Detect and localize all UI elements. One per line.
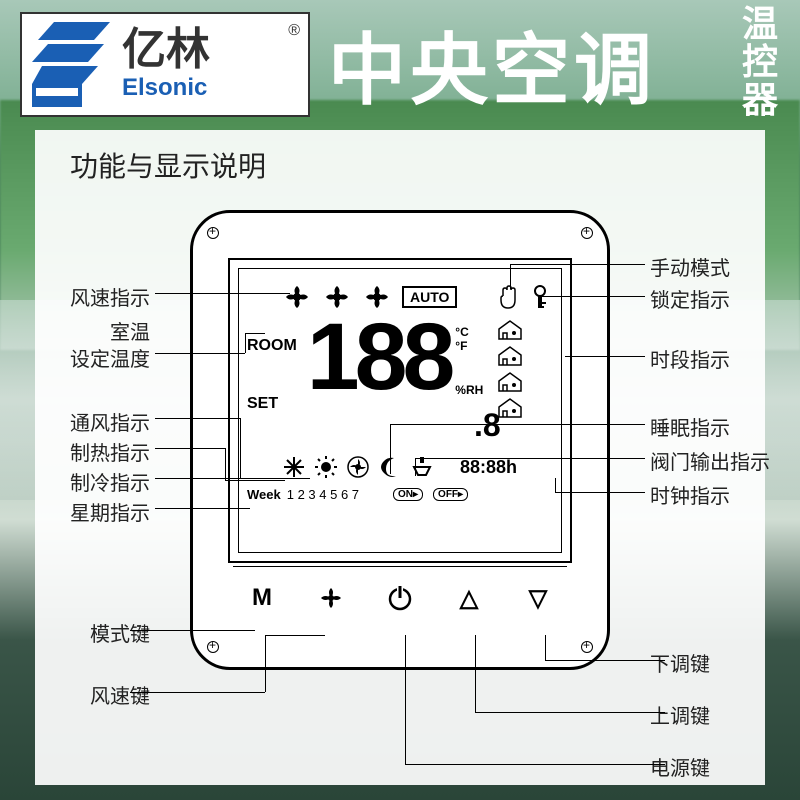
callout-label-right: 时钟指示 <box>650 480 730 509</box>
decimal-digit: .8 <box>474 407 501 444</box>
set-label: SET <box>247 395 297 413</box>
callout-label-left: 星期指示 <box>70 497 150 526</box>
up-button[interactable]: △ <box>450 579 488 617</box>
callout-label-right: 电源键 <box>650 752 710 781</box>
callout-line <box>155 478 275 479</box>
fan-button[interactable] <box>312 579 350 617</box>
sun-icon <box>314 455 338 479</box>
power-icon <box>386 584 414 612</box>
logo-icon <box>32 22 112 107</box>
off-indicator: OFF▸ <box>433 488 468 501</box>
callout-label-left: 风速键 <box>90 680 150 709</box>
brand-cn: 亿林 <box>122 28 210 72</box>
title-main: 中央空调 <box>328 8 656 120</box>
callout-line <box>405 764 665 765</box>
callout-line <box>555 492 645 493</box>
callout-label-right: 锁定指示 <box>650 284 730 313</box>
callout-line <box>545 660 665 661</box>
screw-icon <box>207 641 219 653</box>
callout-label-left: 制冷指示 <box>70 467 150 496</box>
callout-label-left: 模式键 <box>90 618 150 647</box>
unit-f: °F <box>455 339 483 353</box>
house-icon <box>495 319 525 341</box>
callout-label-right: 睡眠指示 <box>650 412 730 441</box>
unit-rh: %RH <box>455 383 483 397</box>
thermostat-device: AUTO ROOM SET 188 °C °F %RH <box>190 210 610 670</box>
callout-line <box>245 333 265 334</box>
fan-button-icon <box>316 583 346 613</box>
hand-icon <box>497 284 519 310</box>
brand-en: Elsonic <box>122 74 210 102</box>
screw-icon <box>581 227 593 239</box>
callout-line <box>405 635 406 764</box>
callout-line <box>265 635 266 692</box>
logo-box: 亿林 Elsonic ® <box>20 12 310 117</box>
callout-line <box>475 712 665 713</box>
callout-line <box>265 635 325 636</box>
callout-label-right: 下调键 <box>650 648 710 677</box>
callout-label-left: 制热指示 <box>70 437 150 466</box>
section-title: 功能与显示说明 <box>70 145 266 185</box>
callout-line <box>545 635 546 660</box>
callout-label-left: 风速指示 <box>70 282 150 311</box>
callout-label-right: 上调键 <box>650 700 710 729</box>
callout-line <box>130 630 255 631</box>
house-icon <box>495 371 525 393</box>
callout-line <box>130 692 265 693</box>
clock-h: h <box>506 457 517 477</box>
callout-label-right: 时段指示 <box>650 344 730 373</box>
lock-icon <box>529 284 551 310</box>
callout-line <box>155 448 225 449</box>
temperature-display: 188 <box>307 317 451 398</box>
week-label: Week <box>247 487 281 502</box>
callout-line <box>475 635 476 712</box>
week-days: 1 2 3 4 5 6 7 <box>287 487 359 502</box>
down-button[interactable]: ▽ <box>519 579 557 617</box>
screw-icon <box>207 227 219 239</box>
vent-icon <box>346 455 370 479</box>
callout-line <box>225 448 226 480</box>
callout-line <box>240 418 241 478</box>
unit-c: °C <box>455 325 483 339</box>
callout-label-left: 设定温度 <box>70 343 150 372</box>
callout-line <box>555 478 556 492</box>
callout-line <box>390 424 391 474</box>
snow-icon <box>282 455 306 479</box>
callout-label-right: 阀门输出指示 <box>650 446 770 475</box>
lcd-screen: AUTO ROOM SET 188 °C °F %RH <box>228 258 572 563</box>
registered-mark: ® <box>288 22 300 40</box>
power-button[interactable] <box>381 579 419 617</box>
callout-line <box>415 458 645 459</box>
title-sub: 温控器 <box>742 5 782 118</box>
house-icon <box>495 345 525 367</box>
callout-label-right: 手动模式 <box>650 252 730 281</box>
callout-line <box>415 458 416 476</box>
callout-line <box>155 508 250 509</box>
callout-label-left: 通风指示 <box>70 407 150 436</box>
clock-display: 88:88 <box>460 457 506 477</box>
callout-line <box>225 480 285 481</box>
callout-line <box>245 333 246 353</box>
callout-line <box>155 353 245 354</box>
callout-line <box>155 418 240 419</box>
callout-line <box>390 424 645 425</box>
button-divider <box>233 566 567 567</box>
callout-line <box>510 264 511 289</box>
callout-line <box>540 296 645 297</box>
mode-button[interactable]: M <box>243 579 281 617</box>
callout-line <box>510 264 645 265</box>
screw-icon <box>581 641 593 653</box>
on-indicator: ON▸ <box>393 488 423 501</box>
callout-label-left: 室温 <box>110 316 150 345</box>
callout-line <box>565 356 645 357</box>
callout-line <box>155 293 290 294</box>
room-label: ROOM <box>247 337 297 355</box>
